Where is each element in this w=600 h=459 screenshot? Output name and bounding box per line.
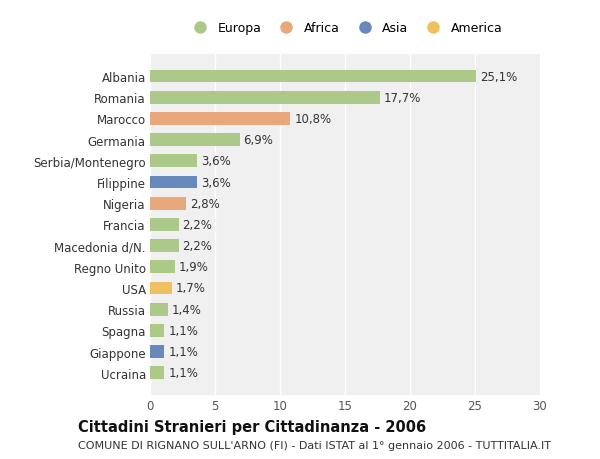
Bar [150,367,164,379]
Text: 2,2%: 2,2% [182,218,212,231]
Bar [150,197,187,210]
Bar [150,113,290,125]
Bar [150,240,179,252]
Bar [150,92,380,104]
Bar [150,134,240,147]
Text: 25,1%: 25,1% [480,70,517,84]
Text: 2,2%: 2,2% [182,240,212,252]
Legend: Europa, Africa, Asia, America: Europa, Africa, Asia, America [182,17,508,40]
Bar [150,261,175,274]
Bar [150,218,179,231]
Bar [150,176,197,189]
Text: 1,7%: 1,7% [176,282,206,295]
Text: Cittadini Stranieri per Cittadinanza - 2006: Cittadini Stranieri per Cittadinanza - 2… [78,419,426,434]
Text: 17,7%: 17,7% [384,91,421,105]
Bar [150,155,197,168]
Bar [150,71,476,83]
Bar [150,282,172,295]
Text: 1,9%: 1,9% [179,261,208,274]
Text: COMUNE DI RIGNANO SULL'ARNO (FI) - Dati ISTAT al 1° gennaio 2006 - TUTTITALIA.IT: COMUNE DI RIGNANO SULL'ARNO (FI) - Dati … [78,440,551,450]
Bar [150,303,168,316]
Text: 6,9%: 6,9% [244,134,274,147]
Text: 2,8%: 2,8% [190,197,220,210]
Text: 1,1%: 1,1% [168,366,198,380]
Bar [150,325,164,337]
Text: 1,1%: 1,1% [168,324,198,337]
Text: 1,1%: 1,1% [168,345,198,358]
Text: 3,6%: 3,6% [200,155,230,168]
Text: 1,4%: 1,4% [172,303,202,316]
Text: 10,8%: 10,8% [295,112,331,126]
Text: 3,6%: 3,6% [200,176,230,189]
Bar [150,346,164,358]
